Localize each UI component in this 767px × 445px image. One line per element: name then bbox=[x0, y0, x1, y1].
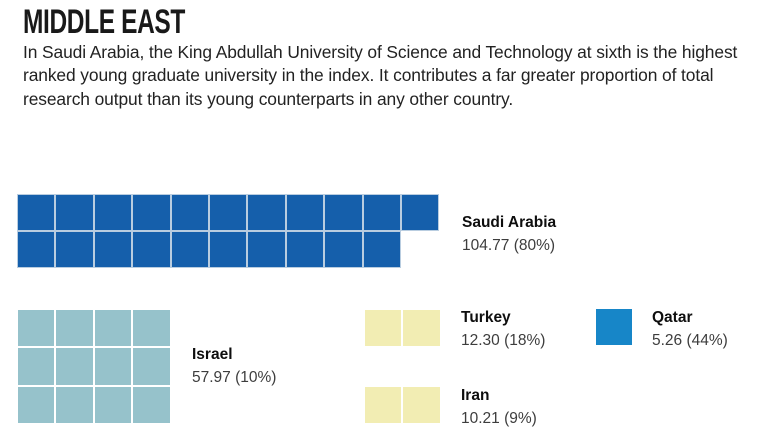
waffle-square bbox=[170, 194, 209, 231]
label-turkey: Turkey 12.30 (18%) bbox=[461, 307, 545, 352]
waffle-square bbox=[400, 194, 440, 231]
waffle-square bbox=[403, 387, 440, 424]
waffle-square bbox=[362, 194, 401, 231]
country-value: 5.26 (44%) bbox=[652, 331, 728, 349]
waffle-square bbox=[55, 231, 94, 268]
country-name: Qatar bbox=[652, 309, 693, 326]
waffle-square bbox=[365, 387, 402, 424]
waffle-square bbox=[18, 310, 55, 347]
waffle-grid-israel bbox=[18, 310, 170, 425]
waffle-row bbox=[16, 194, 440, 231]
waffle-square bbox=[285, 231, 325, 268]
waffle-row bbox=[365, 387, 440, 424]
waffle-square bbox=[16, 194, 56, 231]
waffle-square bbox=[18, 348, 55, 385]
section-description: In Saudi Arabia, the King Abdullah Unive… bbox=[23, 42, 738, 109]
waffle-square bbox=[133, 310, 170, 347]
waffle-square bbox=[94, 386, 132, 424]
label-israel: Israel 57.97 (10%) bbox=[192, 344, 276, 389]
waffle-square bbox=[132, 231, 171, 268]
country-name: Iran bbox=[461, 387, 490, 404]
waffle-square bbox=[285, 194, 325, 231]
waffle-square bbox=[93, 194, 133, 231]
waffle-square bbox=[56, 386, 93, 424]
waffle-square bbox=[93, 231, 133, 268]
waffle-square bbox=[596, 309, 633, 346]
waffle-square bbox=[56, 310, 93, 347]
waffle-square bbox=[18, 386, 55, 424]
waffle-square bbox=[324, 194, 363, 231]
waffle-square bbox=[403, 310, 440, 347]
country-value: 12.30 (18%) bbox=[461, 331, 546, 349]
waffle-square bbox=[133, 386, 170, 424]
waffle-square bbox=[170, 231, 209, 268]
section-title: MIDDLE EAST bbox=[23, 3, 185, 41]
waffle-square bbox=[324, 231, 363, 268]
waffle-square bbox=[208, 231, 248, 268]
waffle-square bbox=[247, 194, 286, 231]
country-value: 57.97 (10%) bbox=[192, 368, 277, 386]
waffle-square bbox=[55, 194, 94, 231]
waffle-row bbox=[18, 386, 170, 424]
label-saudi-arabia: Saudi Arabia 104.77 (80%) bbox=[462, 212, 556, 257]
waffle-square bbox=[56, 348, 93, 385]
waffle-row bbox=[18, 310, 170, 347]
waffle-row bbox=[365, 310, 440, 347]
waffle-square bbox=[16, 231, 56, 268]
waffle-square bbox=[362, 231, 401, 268]
country-value: 104.77 (80%) bbox=[462, 236, 556, 254]
waffle-row bbox=[16, 231, 438, 268]
waffle-square bbox=[247, 231, 286, 268]
waffle-row bbox=[596, 309, 633, 346]
country-value: 10.21 (9%) bbox=[461, 409, 537, 427]
label-qatar: Qatar 5.26 (44%) bbox=[652, 307, 728, 352]
waffle-square bbox=[94, 348, 132, 385]
waffle-grid-saudi-arabia bbox=[16, 194, 440, 269]
country-name: Israel bbox=[192, 346, 233, 363]
waffle-grid-turkey bbox=[365, 310, 440, 348]
waffle-square bbox=[208, 194, 248, 231]
waffle-square bbox=[133, 348, 170, 385]
waffle-grid-iran bbox=[365, 387, 440, 425]
country-name: Saudi Arabia bbox=[462, 214, 557, 231]
waffle-row bbox=[18, 348, 170, 385]
waffle-square bbox=[365, 310, 402, 347]
label-iran: Iran 10.21 (9%) bbox=[461, 385, 537, 430]
waffle-grid-qatar bbox=[596, 309, 633, 347]
waffle-square bbox=[94, 310, 132, 347]
country-name: Turkey bbox=[461, 309, 511, 326]
waffle-square bbox=[132, 194, 171, 231]
